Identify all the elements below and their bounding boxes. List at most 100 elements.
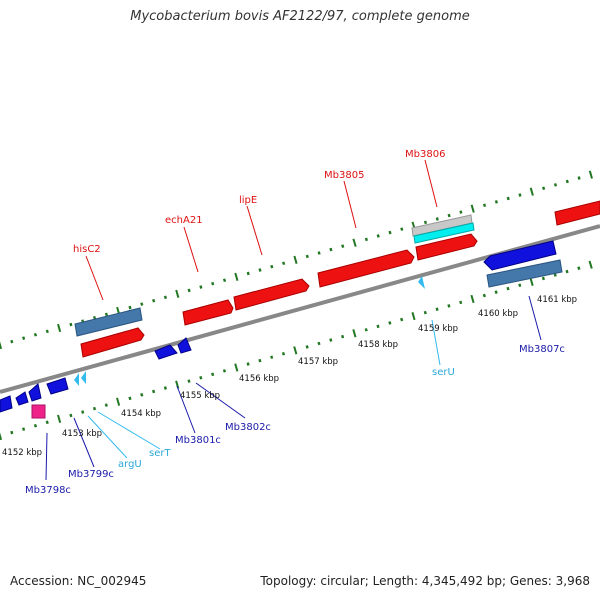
minor-tick [494, 290, 498, 294]
kbp-label: 4161 kbp [537, 295, 577, 305]
minor-tick [104, 403, 108, 407]
major-tick [293, 346, 298, 355]
minor-tick [341, 244, 345, 248]
minor-tick [542, 186, 546, 191]
minor-tick [435, 217, 439, 221]
gene-arrow-hisC2[interactable] [80, 327, 145, 358]
minor-tick [447, 304, 451, 308]
minor-tick [541, 276, 545, 281]
accession-text: Accession: NC_002945 [10, 574, 147, 588]
outer-tick-track [0, 170, 593, 350]
gene-arrow-edge[interactable] [554, 200, 600, 226]
minor-tick [22, 336, 26, 340]
minor-tick [246, 271, 250, 276]
minor-tick [211, 372, 215, 377]
minor-tick [435, 307, 439, 312]
gene-label-argU: argU [118, 459, 142, 470]
minor-tick [459, 210, 463, 214]
minor-tick [482, 293, 486, 298]
minor-tick [329, 247, 333, 252]
trna-arrow[interactable] [74, 373, 79, 386]
callout-line [195, 382, 246, 419]
gene-label-serU: serU [432, 367, 455, 378]
major-tick [234, 363, 239, 372]
minor-tick [211, 281, 215, 286]
gene-arrow-Mb3806[interactable] [415, 233, 478, 261]
gene-arrow-reverse[interactable] [15, 391, 29, 406]
minor-tick [104, 312, 108, 317]
minor-tick [33, 332, 38, 337]
major-tick [234, 272, 239, 281]
callout-line [246, 205, 263, 256]
gene-label-Mb3801c: Mb3801c [175, 435, 221, 446]
gene-label-Mb3802c: Mb3802c [225, 422, 271, 433]
gene-arrow-reverse[interactable] [28, 383, 42, 402]
trna-arrow[interactable] [81, 371, 86, 384]
minor-tick [447, 213, 451, 218]
trna-arrow[interactable] [418, 276, 425, 289]
major-tick [175, 289, 180, 298]
minor-tick [388, 230, 392, 235]
minor-tick [317, 251, 321, 255]
major-tick [352, 238, 357, 247]
callout-line [45, 432, 48, 481]
minor-tick [258, 268, 262, 272]
major-tick [57, 323, 62, 333]
minor-tick [376, 324, 380, 329]
minor-tick [305, 345, 309, 349]
minor-tick [506, 196, 510, 201]
callout-line [343, 180, 357, 229]
minor-tick [317, 341, 321, 346]
minor-tick [423, 220, 428, 225]
gene-arrow-reverse-edge[interactable] [0, 395, 13, 413]
minor-tick [518, 193, 522, 197]
callout-line [87, 415, 128, 459]
gene-label-Mb3807c: Mb3807c [519, 344, 565, 355]
gene-arrow-reverse[interactable] [154, 344, 178, 360]
major-tick [470, 294, 475, 304]
minor-tick [140, 302, 144, 306]
gene-arrow-lipE[interactable] [233, 278, 310, 311]
gene-label-Mb3799c: Mb3799c [68, 469, 114, 480]
minor-tick [400, 317, 404, 322]
minor-tick [282, 261, 286, 266]
gene-arrow-reverse[interactable] [46, 377, 69, 395]
minor-tick [45, 329, 49, 334]
minor-tick [140, 393, 144, 397]
gene-arrow-Mb3805[interactable] [317, 249, 415, 288]
minor-tick [577, 176, 581, 180]
minor-tick [423, 310, 427, 315]
minor-tick [388, 321, 392, 325]
minor-tick [506, 286, 510, 291]
minor-tick [152, 298, 156, 303]
kbp-label: 4157 kbp [298, 357, 338, 367]
minor-tick [128, 305, 132, 310]
minor-tick [163, 386, 167, 390]
minor-tick [10, 430, 14, 435]
minor-tick [553, 273, 557, 277]
minor-tick [199, 285, 203, 289]
minor-tick [222, 369, 227, 373]
major-tick [529, 277, 534, 286]
feature-bar[interactable] [486, 259, 563, 288]
minor-tick [33, 423, 38, 428]
callout-line [85, 255, 104, 301]
minor-tick [258, 358, 262, 363]
minor-tick [376, 234, 380, 238]
callout-line [424, 159, 438, 208]
major-tick [470, 204, 475, 213]
rrna-feature-bar[interactable] [413, 222, 475, 244]
gene-arrow-reverse[interactable] [177, 337, 192, 354]
kbp-label: 4159 kbp [418, 324, 458, 334]
gene-arrow-echA21[interactable] [182, 299, 234, 326]
gene-label-hisC2: hisC2 [73, 244, 101, 255]
gene-arrow-Mb3807c[interactable] [483, 240, 557, 271]
minor-tick [482, 203, 487, 208]
minor-tick [459, 300, 463, 305]
feature-bar[interactable] [74, 307, 143, 337]
pseudogene-block[interactable] [31, 404, 46, 419]
minor-tick [152, 389, 156, 394]
major-tick [0, 432, 3, 441]
callout-line [431, 319, 441, 366]
